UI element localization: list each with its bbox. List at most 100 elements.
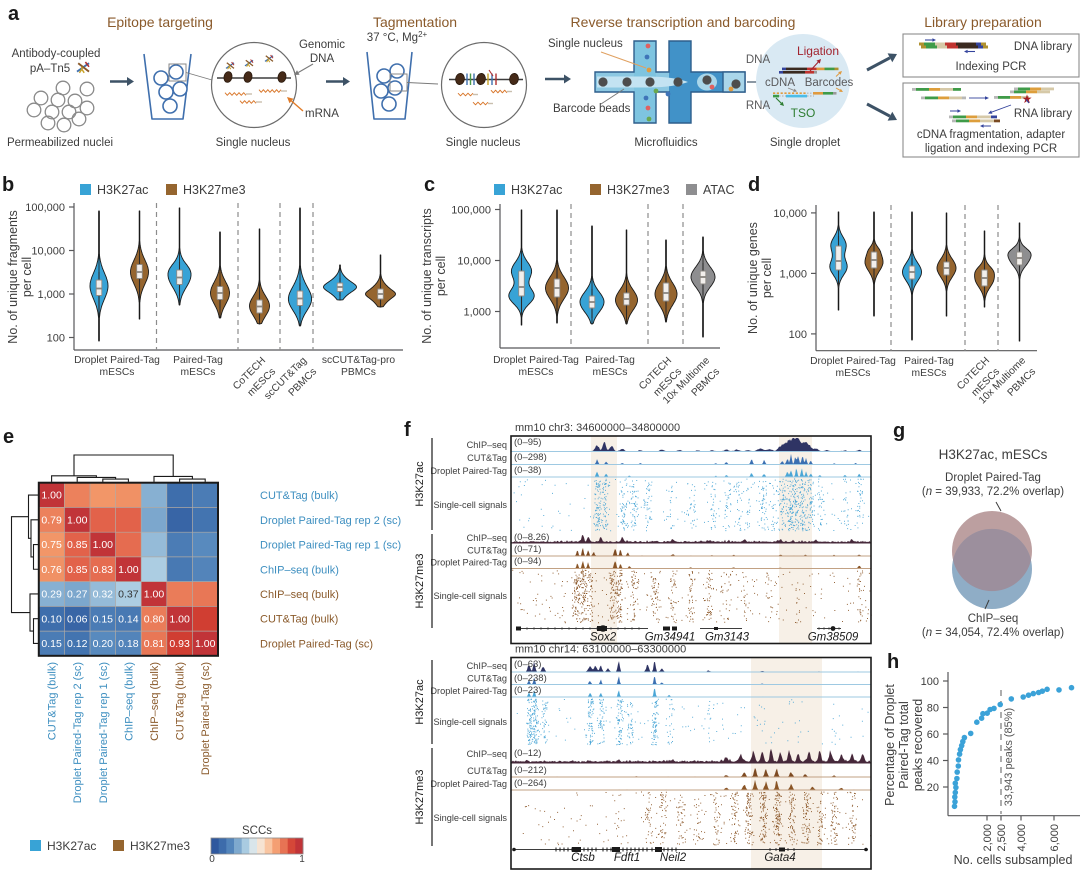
svg-text:40: 40 (927, 756, 939, 768)
svg-text:ChIP–seq: ChIP–seq (467, 533, 507, 543)
svg-text:No. of unique transcripts: No. of unique transcripts (420, 208, 434, 344)
svg-text:mESCs: mESCs (836, 368, 871, 379)
svg-text:(0–238): (0–238) (514, 673, 547, 684)
svg-text:CUT&Tag (bulk): CUT&Tag (bulk) (260, 614, 338, 626)
svg-text:No. of unique fragments: No. of unique fragments (6, 210, 20, 343)
svg-text:H3K27ac: H3K27ac (414, 461, 426, 507)
svg-text:0.10: 0.10 (41, 613, 62, 625)
svg-text:0.20: 0.20 (93, 638, 114, 650)
svg-text:(0–38): (0–38) (514, 465, 541, 476)
svg-text:Gm3143: Gm3143 (705, 632, 750, 644)
svg-text:(0–23): (0–23) (514, 685, 541, 696)
svg-text:Percentage of Droplet: Percentage of Droplet (883, 684, 897, 806)
svg-text:(0–94): (0–94) (514, 556, 541, 567)
svg-text:Single-cell signals: Single-cell signals (433, 717, 507, 727)
svg-text:1,000: 1,000 (779, 268, 807, 280)
svg-text:Paired-Tag: Paired-Tag (585, 355, 635, 366)
svg-text:g: g (893, 420, 905, 442)
svg-text:10,000: 10,000 (457, 256, 491, 268)
svg-text:100: 100 (789, 329, 807, 341)
svg-text:Droplet Paired-Tag: Droplet Paired-Tag (430, 558, 507, 568)
svg-text:mESCs: mESCs (593, 367, 628, 378)
svg-text:0.76: 0.76 (41, 564, 62, 576)
svg-text:per cell: per cell (760, 258, 774, 298)
svg-text:Single nucleus: Single nucleus (548, 38, 623, 50)
svg-text:ChIP–seq: ChIP–seq (467, 440, 507, 450)
svg-text:peaks recovered: peaks recovered (911, 699, 925, 791)
svg-text:(0–264): (0–264) (514, 778, 547, 789)
svg-text:c: c (424, 174, 435, 196)
svg-text:1,000: 1,000 (37, 289, 65, 301)
svg-text:h: h (887, 651, 899, 673)
svg-text:Single droplet: Single droplet (770, 137, 841, 149)
svg-text:1,000: 1,000 (463, 307, 491, 319)
svg-text:0.81: 0.81 (144, 638, 165, 650)
svg-text:H3K27ac: H3K27ac (511, 183, 562, 197)
svg-text:CUT&Tag (bulk): CUT&Tag (bulk) (175, 662, 187, 740)
svg-text:Gata4: Gata4 (764, 852, 795, 864)
svg-text:Barcodes: Barcodes (805, 77, 854, 89)
svg-text:H3K27ac: H3K27ac (97, 183, 148, 197)
svg-text:Droplet Paired-Tag: Droplet Paired-Tag (945, 472, 1041, 484)
svg-text:1: 1 (299, 854, 305, 865)
svg-text:Antibody-coupled: Antibody-coupled (12, 48, 101, 60)
svg-text:1.00: 1.00 (195, 638, 216, 650)
svg-text:ATAC: ATAC (703, 183, 734, 197)
svg-text:100: 100 (47, 333, 65, 345)
svg-text:(0–71): (0–71) (514, 544, 541, 555)
svg-text:e: e (3, 426, 14, 448)
svg-text:0.32: 0.32 (93, 589, 114, 601)
svg-text:(0–212): (0–212) (514, 765, 547, 776)
svg-text:33,943 peaks (85%): 33,943 peaks (85%) (1003, 708, 1015, 806)
svg-text:Ctsb: Ctsb (571, 852, 595, 864)
svg-text:2,000: 2,000 (982, 824, 994, 852)
svg-text:ChIP–seq: ChIP–seq (467, 749, 507, 759)
svg-text:Reverse transcription and barc: Reverse transcription and barcoding (571, 14, 796, 30)
svg-text:100,000: 100,000 (451, 205, 491, 217)
svg-text:0.06: 0.06 (67, 613, 88, 625)
svg-text:H3K27ac: H3K27ac (47, 839, 96, 853)
svg-text:mESCs: mESCs (912, 368, 947, 379)
svg-text:a: a (8, 3, 20, 25)
svg-text:(0–12): (0–12) (514, 748, 541, 759)
svg-text:Droplet Paired-Tag: Droplet Paired-Tag (430, 779, 507, 789)
svg-text:DNA library: DNA library (1014, 41, 1072, 53)
svg-text:CUT&Tag (bulk): CUT&Tag (bulk) (47, 662, 59, 740)
svg-text:CUT&Tag: CUT&Tag (467, 674, 507, 684)
svg-text:ChIP–seq: ChIP–seq (968, 613, 1019, 625)
svg-text:Droplet Paired-Tag rep 1 (sc): Droplet Paired-Tag rep 1 (sc) (98, 662, 110, 803)
svg-text:CUT&Tag: CUT&Tag (467, 453, 507, 463)
svg-text:0.15: 0.15 (93, 613, 114, 625)
svg-text:0.80: 0.80 (144, 613, 165, 625)
svg-text:1.00: 1.00 (169, 613, 190, 625)
svg-text:f: f (404, 419, 411, 441)
svg-text:mESCs: mESCs (519, 367, 554, 378)
svg-text:0.27: 0.27 (67, 589, 88, 601)
svg-text:Library preparation: Library preparation (924, 14, 1042, 30)
svg-text:H3K27me3: H3K27me3 (414, 553, 426, 608)
svg-text:CUT&Tag (bulk): CUT&Tag (bulk) (260, 490, 338, 502)
svg-text:0.83: 0.83 (93, 564, 114, 576)
svg-text:★: ★ (1022, 92, 1033, 106)
svg-text:80: 80 (927, 703, 939, 715)
svg-text:Single nucleus: Single nucleus (446, 137, 521, 149)
svg-text:No. of unique genes: No. of unique genes (746, 222, 760, 334)
svg-text:Paired-Tag: Paired-Tag (173, 355, 223, 366)
svg-text:Single-cell signals: Single-cell signals (433, 591, 507, 601)
svg-text:0.18: 0.18 (118, 638, 139, 650)
svg-text:Droplet Paired-Tag: Droplet Paired-Tag (430, 686, 507, 696)
svg-text:37 °C, Mg2+: 37 °C, Mg2+ (367, 30, 428, 44)
svg-text:Fdft1: Fdft1 (614, 852, 640, 864)
svg-text:1.00: 1.00 (118, 564, 139, 576)
svg-text:mm10 chr3: 34600000–34800000: mm10 chr3: 34600000–34800000 (515, 422, 680, 434)
svg-text:b: b (2, 174, 14, 196)
svg-text:per cell: per cell (434, 256, 448, 296)
svg-text:CUT&Tag: CUT&Tag (467, 546, 507, 556)
svg-text:Sox2: Sox2 (590, 632, 617, 644)
svg-text:H3K27ac, mESCs: H3K27ac, mESCs (939, 447, 1048, 462)
svg-text:(0–95): (0–95) (514, 437, 541, 448)
svg-text:mESCs: mESCs (100, 367, 135, 378)
svg-text:Droplet Paired-Tag: Droplet Paired-Tag (810, 356, 896, 367)
svg-text:Droplet Paired-Tag rep 1 (sc): Droplet Paired-Tag rep 1 (sc) (260, 540, 401, 552)
svg-text:mESCs: mESCs (181, 367, 216, 378)
